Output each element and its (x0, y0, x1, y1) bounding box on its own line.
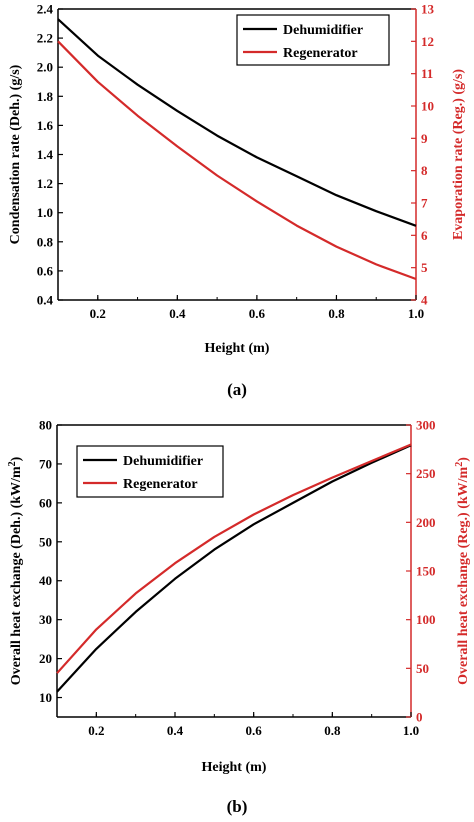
y-tick-label: 1.0 (37, 205, 53, 220)
x-tick-label: 0.4 (167, 723, 184, 738)
y2-tick-label: 7 (421, 196, 428, 211)
y2-tick-label: 100 (416, 612, 436, 627)
y2-tick-label: 9 (421, 131, 428, 146)
y-tick-label: 2.2 (37, 31, 53, 46)
x-tick-label: 0.8 (324, 723, 341, 738)
unit-close: ) (9, 456, 24, 461)
legend-entry: Dehumidifier (123, 454, 203, 469)
y-tick-label: 1.4 (37, 147, 54, 162)
x-tick-label: 0.6 (246, 723, 263, 738)
y-axis-title-left: Overall heat exchange (Deh.) (kW/m2) (7, 456, 25, 685)
y2-tick-label: 10 (421, 99, 434, 114)
y2-tick-label: 50 (416, 661, 429, 676)
y-tick-label: 1.6 (37, 118, 54, 133)
y-tick-label: 1.2 (37, 176, 53, 191)
x-axis-title: Height (m) (205, 341, 270, 356)
y-axis-title-right: Evaporation rate (Reg.) (g/s) (451, 69, 466, 240)
y2-tick-label: 200 (416, 515, 436, 530)
y-tick-label: 0.6 (37, 263, 54, 278)
chart-panel-0: 0.2 0.4 0.6 0.8 1.0 0.4 0.6 0.8 1.0 1.2 1.4 1.6 1.8 2… (8, 2, 466, 400)
y2-tick-label: 13 (421, 2, 435, 17)
y2-tick-label: 5 (421, 260, 428, 275)
y2-tick-label: 0 (416, 710, 423, 725)
y-tick-label: 80 (39, 418, 52, 433)
x-tick-label: 0.6 (249, 306, 266, 321)
unit-close: ) (456, 457, 471, 462)
legend-box (236, 14, 390, 66)
x-tick-label: 0.2 (90, 306, 106, 321)
y2-tick-label: 150 (416, 564, 436, 579)
series-line-dehumidifier (56, 444, 412, 693)
legend-box (76, 445, 224, 498)
unit-superscript: 2 (454, 462, 465, 467)
y2-tick-label: 11 (421, 66, 433, 81)
y-tick-label: 40 (39, 573, 52, 588)
series-line-regenerator (57, 40, 417, 281)
x-tick-label: 0.2 (88, 723, 104, 738)
y2-tick-label: 300 (416, 418, 436, 433)
y-tick-label: 60 (39, 495, 52, 510)
x-axis-title: Height (m) (202, 760, 267, 775)
x-tick-label: 1.0 (403, 723, 419, 738)
y-tick-label: 50 (39, 534, 52, 549)
legend-entry: Dehumidifier (283, 23, 363, 38)
legend-entry: Regenerator (123, 477, 198, 492)
unit-superscript: 2 (7, 461, 18, 466)
y-tick-label: 0.4 (37, 293, 54, 308)
y-axis-title-left: Condensation rate (Deh.) (g/s) (8, 64, 23, 244)
y-tick-label: 70 (39, 456, 52, 471)
x-tick-label: 0.8 (328, 306, 345, 321)
panel-label: (b) (227, 797, 248, 816)
chart-panel-1: 0.2 0.4 0.6 0.8 1.0 10 20 30 40 50 60 70 80 0 50 100 150… (7, 418, 472, 817)
y2-tick-label: 4 (421, 293, 428, 308)
y2-tick-label: 6 (421, 228, 428, 243)
y-tick-label: 2.4 (37, 2, 54, 17)
y-axis-title-right: Overall heat exchange (Reg.) (kW/m2) (454, 457, 472, 685)
y-tick-label: 20 (39, 651, 52, 666)
x-tick-label: 1.0 (408, 306, 424, 321)
y-tick-label: 10 (39, 690, 52, 705)
y2-tick-label: 250 (416, 466, 436, 481)
series-line-regenerator (56, 443, 412, 674)
y2-tick-label: 12 (421, 34, 434, 49)
legend-entry: Regenerator (283, 46, 358, 61)
y-tick-label: 30 (39, 612, 52, 627)
y-tick-label: 0.8 (37, 234, 54, 249)
x-tick-label: 0.4 (169, 306, 186, 321)
series-line-dehumidifier (57, 18, 417, 227)
y2-tick-label: 8 (421, 163, 428, 178)
y-tick-label: 2.0 (37, 60, 53, 75)
panel-label: (a) (227, 380, 247, 399)
y-tick-label: 1.8 (37, 89, 54, 104)
